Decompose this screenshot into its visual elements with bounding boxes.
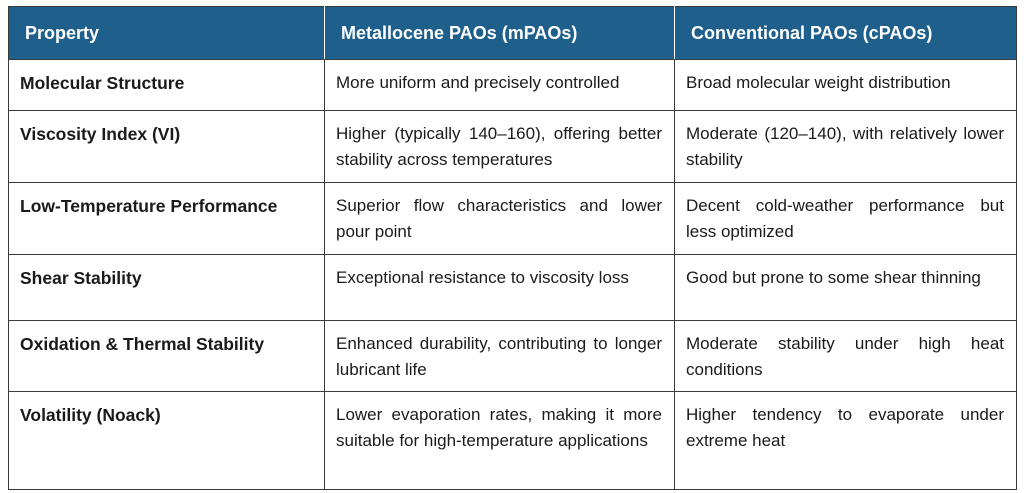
table-row: Low-Temperature Performance Superior flo… (8, 182, 1017, 255)
property-cell: Low-Temperature Performance (8, 182, 325, 255)
mpao-cell: Lower evaporation rates, making it more … (324, 391, 675, 490)
cpao-cell: Good but prone to some shear thinning (674, 254, 1017, 321)
cpao-cell: Moderate (120–140), with relatively lowe… (674, 110, 1017, 183)
cpao-cell: Higher tendency to evaporate under extre… (674, 391, 1017, 490)
mpao-cell: Higher (typically 140–160), offering bet… (324, 110, 675, 183)
property-cell: Shear Stability (8, 254, 325, 321)
comparison-table: Property Metallocene PAOs (mPAOs) Conven… (8, 6, 1017, 490)
cpao-cell: Moderate stability under high heat condi… (674, 320, 1017, 392)
cpao-cell: Broad molecular weight distribution (674, 59, 1017, 111)
table-row: Volatility (Noack) Lower evaporation rat… (8, 391, 1017, 490)
mpao-cell: Superior flow characteristics and lower … (324, 182, 675, 255)
table-row: Shear Stability Exceptional resistance t… (8, 254, 1017, 321)
header-property: Property (8, 6, 325, 60)
property-cell: Volatility (Noack) (8, 391, 325, 490)
table-row: Oxidation & Thermal Stability Enhanced d… (8, 320, 1017, 392)
property-cell: Oxidation & Thermal Stability (8, 320, 325, 392)
mpao-cell: More uniform and precisely controlled (324, 59, 675, 111)
cpao-cell: Decent cold-weather performance but less… (674, 182, 1017, 255)
table-row: Viscosity Index (VI) Higher (typically 1… (8, 110, 1017, 183)
mpao-cell: Exceptional resistance to viscosity loss (324, 254, 675, 321)
header-cpaos: Conventional PAOs (cPAOs) (674, 6, 1017, 60)
table-row: Molecular Structure More uniform and pre… (8, 59, 1017, 111)
property-cell: Viscosity Index (VI) (8, 110, 325, 183)
mpao-cell: Enhanced durability, contributing to lon… (324, 320, 675, 392)
header-mpaos: Metallocene PAOs (mPAOs) (324, 6, 675, 60)
property-cell: Molecular Structure (8, 59, 325, 111)
table-header-row: Property Metallocene PAOs (mPAOs) Conven… (8, 6, 1017, 60)
comparison-table-container: Property Metallocene PAOs (mPAOs) Conven… (8, 6, 1017, 490)
